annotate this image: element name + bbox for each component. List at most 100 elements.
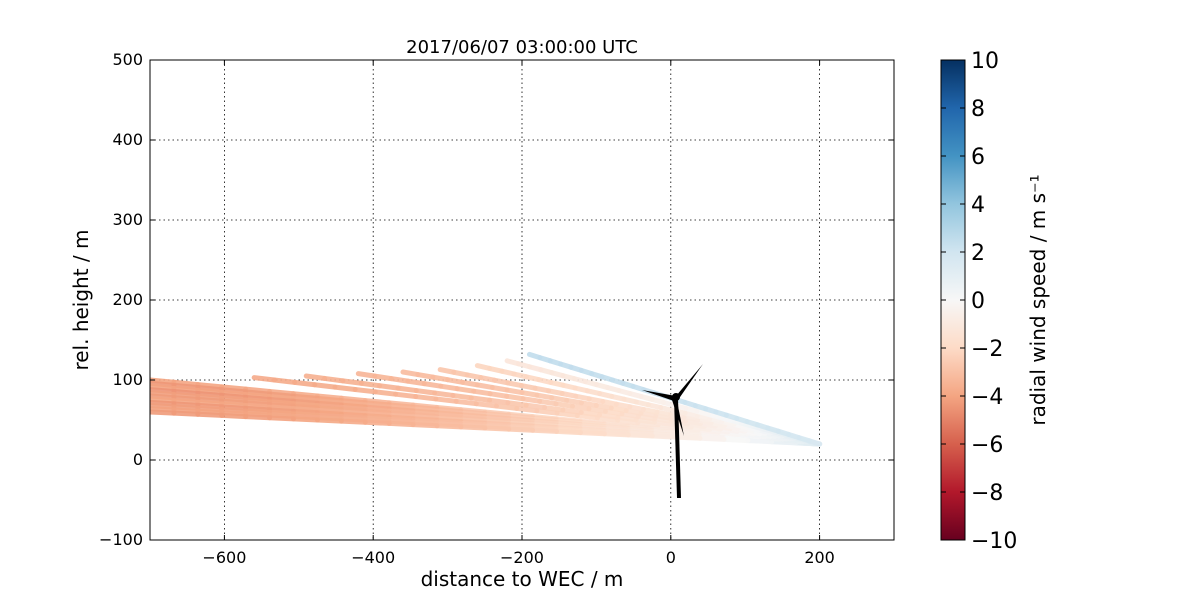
beam-segment bbox=[519, 390, 540, 398]
beam-segment bbox=[530, 427, 560, 434]
beam-segment bbox=[410, 422, 440, 429]
beam-segment bbox=[322, 375, 346, 384]
beam-segment bbox=[577, 430, 607, 437]
beam-segment bbox=[445, 377, 465, 385]
beam-segment bbox=[413, 394, 439, 402]
beam-segment bbox=[219, 384, 249, 392]
beam-segment bbox=[303, 373, 328, 381]
beam-segment bbox=[697, 435, 727, 442]
beam-segment bbox=[150, 390, 177, 398]
beam-segment bbox=[619, 411, 641, 419]
beam-segment bbox=[430, 374, 451, 383]
beam-segment bbox=[597, 412, 621, 420]
beam-segment bbox=[569, 403, 592, 412]
beam-segment bbox=[745, 438, 775, 445]
beam-segment bbox=[362, 419, 392, 426]
beam-segment bbox=[649, 433, 679, 440]
beam-segment bbox=[413, 388, 438, 396]
beam-segment bbox=[574, 413, 600, 421]
beam-segment bbox=[267, 391, 296, 399]
beam-segment bbox=[195, 385, 225, 393]
x-tick-label: 0 bbox=[666, 548, 676, 567]
beam-segment bbox=[554, 410, 580, 419]
beam-segment bbox=[586, 406, 608, 414]
beam-segment bbox=[340, 378, 364, 386]
beam-segment bbox=[434, 423, 464, 430]
beam-segment bbox=[526, 351, 543, 361]
beam-segment bbox=[195, 393, 225, 401]
beam-segment bbox=[332, 384, 358, 392]
beam-segment bbox=[578, 409, 603, 418]
beam-segment bbox=[352, 386, 378, 395]
beam-segment bbox=[534, 408, 560, 416]
beam-segment bbox=[243, 400, 273, 408]
beam-segment bbox=[171, 404, 201, 411]
beam-segment bbox=[267, 415, 296, 422]
beam-segment bbox=[243, 408, 273, 415]
beam-segment bbox=[267, 399, 296, 407]
colorbar-tick-label: 0 bbox=[971, 289, 985, 314]
beam-segment bbox=[400, 369, 421, 378]
beam-segment bbox=[421, 381, 444, 389]
beam-segment bbox=[150, 387, 177, 395]
beam-segment bbox=[219, 398, 249, 406]
beam-segment bbox=[601, 431, 631, 438]
beam-segment bbox=[635, 413, 658, 422]
beam-segment bbox=[579, 400, 599, 408]
turbine-blade bbox=[672, 396, 684, 436]
beam-segment bbox=[506, 426, 536, 433]
beam-segment bbox=[219, 404, 249, 411]
beam-segment bbox=[271, 377, 298, 385]
beam-segment bbox=[473, 401, 499, 409]
chart-title: 2017/06/07 03:00:00 UTC bbox=[406, 37, 638, 58]
beam-segment bbox=[395, 385, 419, 394]
beam-segment bbox=[219, 390, 249, 398]
beam-segment bbox=[673, 434, 703, 441]
beam-segment bbox=[683, 418, 704, 426]
beam-segment bbox=[504, 358, 521, 367]
beam-segment bbox=[564, 397, 585, 406]
beam-segment bbox=[432, 390, 456, 398]
colorbar-label: radial wind speed / m s⁻¹ bbox=[1026, 174, 1050, 425]
beam-segment bbox=[377, 383, 401, 391]
beam-segment bbox=[721, 436, 751, 444]
beam-segment bbox=[454, 386, 477, 394]
beam-segment bbox=[292, 379, 318, 388]
beam-segment bbox=[523, 402, 548, 411]
beam-segment bbox=[150, 396, 177, 404]
beam-segment bbox=[150, 406, 177, 413]
beam-segment bbox=[219, 387, 249, 395]
colorbar-tick-label: −2 bbox=[971, 337, 1003, 362]
beam-segment bbox=[482, 425, 512, 432]
beam-segment bbox=[433, 396, 459, 404]
beam-segment bbox=[542, 405, 566, 413]
beam-segment bbox=[493, 403, 520, 411]
beam-segment bbox=[195, 390, 225, 398]
beam-segment bbox=[633, 417, 658, 425]
beam-segment bbox=[388, 376, 411, 384]
beam-segment bbox=[243, 386, 273, 394]
x-axis-ticks: −600 −400 −200 0 200 bbox=[202, 60, 835, 567]
beam-segment bbox=[372, 373, 394, 382]
beam-segment bbox=[358, 380, 383, 389]
turbine-blade bbox=[676, 364, 703, 400]
beam-segment bbox=[195, 382, 225, 390]
beam-segment bbox=[195, 411, 225, 418]
beam-segment bbox=[623, 408, 644, 416]
beam-segment bbox=[171, 395, 201, 402]
beam-segment bbox=[487, 397, 511, 406]
beam-segment bbox=[393, 391, 419, 400]
beam-segment bbox=[594, 415, 621, 423]
beam-segment bbox=[267, 412, 296, 419]
beam-segment bbox=[150, 393, 177, 401]
beam-segment bbox=[554, 428, 583, 436]
beam-segment bbox=[602, 408, 625, 417]
beam-segment bbox=[514, 405, 540, 414]
y-tick-label: 500 bbox=[112, 50, 143, 69]
beam-segment bbox=[593, 402, 614, 411]
beam-segment bbox=[171, 385, 201, 394]
beam-segment bbox=[219, 407, 249, 414]
y-tick-label: 0 bbox=[133, 450, 143, 469]
beam-segment bbox=[219, 392, 249, 400]
beam-segment bbox=[195, 388, 225, 396]
